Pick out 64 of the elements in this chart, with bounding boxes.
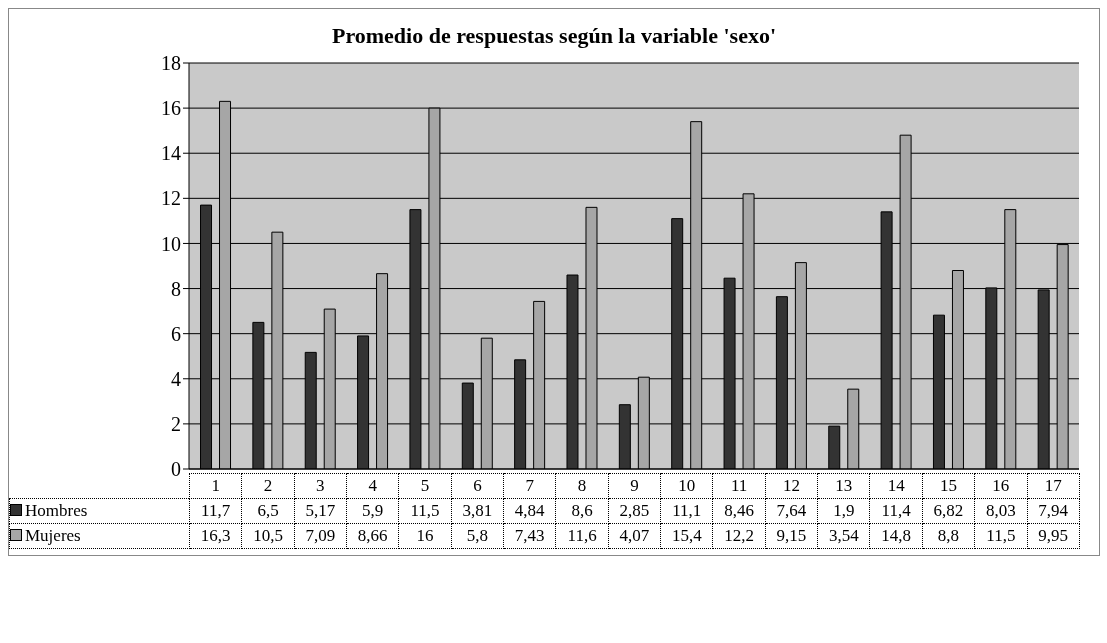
x-tick-label: 1 (189, 473, 242, 499)
data-label: 3,81 (451, 498, 504, 524)
data-label: 8,03 (974, 498, 1027, 524)
data-label: 1,9 (817, 498, 870, 524)
data-label: 11,7 (189, 498, 242, 524)
data-label: 11,5 (398, 498, 452, 524)
y-tick-label: 4 (171, 367, 181, 390)
x-tick-label: 6 (451, 473, 504, 499)
data-label: 7,09 (294, 523, 347, 549)
x-tick-label: 5 (398, 473, 452, 499)
legend-label: Hombres (9, 498, 190, 524)
data-label: 7,64 (765, 498, 818, 524)
x-tick-label: 3 (294, 473, 347, 499)
x-tick-label: 2 (241, 473, 295, 499)
data-label: 7,94 (1027, 498, 1080, 524)
data-label: 11,1 (660, 498, 713, 524)
x-tick-label: 7 (503, 473, 556, 499)
data-label: 4,84 (503, 498, 556, 524)
x-tick-label: 10 (660, 473, 713, 499)
y-tick-label: 18 (161, 52, 181, 75)
y-tick-label: 14 (161, 142, 181, 165)
data-label: 8,66 (346, 523, 399, 549)
y-tick-label: 0 (171, 458, 181, 481)
data-label: 10,5 (241, 523, 295, 549)
data-label: 3,54 (817, 523, 870, 549)
y-tick-label: 12 (161, 187, 181, 210)
data-label: 12,2 (712, 523, 766, 549)
data-label: 4,07 (608, 523, 661, 549)
x-tick-label: 8 (555, 473, 609, 499)
data-label: 16 (398, 523, 452, 549)
chart-title: Promedio de respuestas según la variable 'sexo' (330, 23, 778, 49)
x-tick-label: 16 (974, 473, 1027, 499)
x-tick-label: 9 (608, 473, 661, 499)
x-tick-label: 12 (765, 473, 818, 499)
y-tick-label: 8 (171, 277, 181, 300)
y-tick-label: 2 (171, 412, 181, 435)
data-label: 11,6 (555, 523, 609, 549)
y-tick-label: 16 (161, 97, 181, 120)
legend-label: Mujeres (9, 523, 190, 549)
data-label: 8,46 (712, 498, 766, 524)
data-label: 2,85 (608, 498, 661, 524)
data-label: 16,3 (189, 523, 242, 549)
data-label: 8,6 (555, 498, 609, 524)
x-tick-label: 15 (922, 473, 975, 499)
x-tick-label: 14 (869, 473, 923, 499)
data-label: 6,82 (922, 498, 975, 524)
data-label: 9,95 (1027, 523, 1080, 549)
data-label: 6,5 (241, 498, 295, 524)
data-label: 7,43 (503, 523, 556, 549)
x-tick-label: 13 (817, 473, 870, 499)
y-tick-label: 10 (161, 232, 181, 255)
data-label: 15,4 (660, 523, 713, 549)
data-label: 5,8 (451, 523, 504, 549)
data-label: 11,4 (869, 498, 923, 524)
data-label: 5,17 (294, 498, 347, 524)
x-tick-label: 4 (346, 473, 399, 499)
data-label: 11,5 (974, 523, 1027, 549)
y-tick-label: 6 (171, 322, 181, 345)
data-label: 9,15 (765, 523, 818, 549)
data-label: 5,9 (346, 498, 399, 524)
data-label: 8,8 (922, 523, 975, 549)
data-label: 14,8 (869, 523, 923, 549)
x-tick-label: 17 (1027, 473, 1080, 499)
x-tick-label: 11 (712, 473, 766, 499)
